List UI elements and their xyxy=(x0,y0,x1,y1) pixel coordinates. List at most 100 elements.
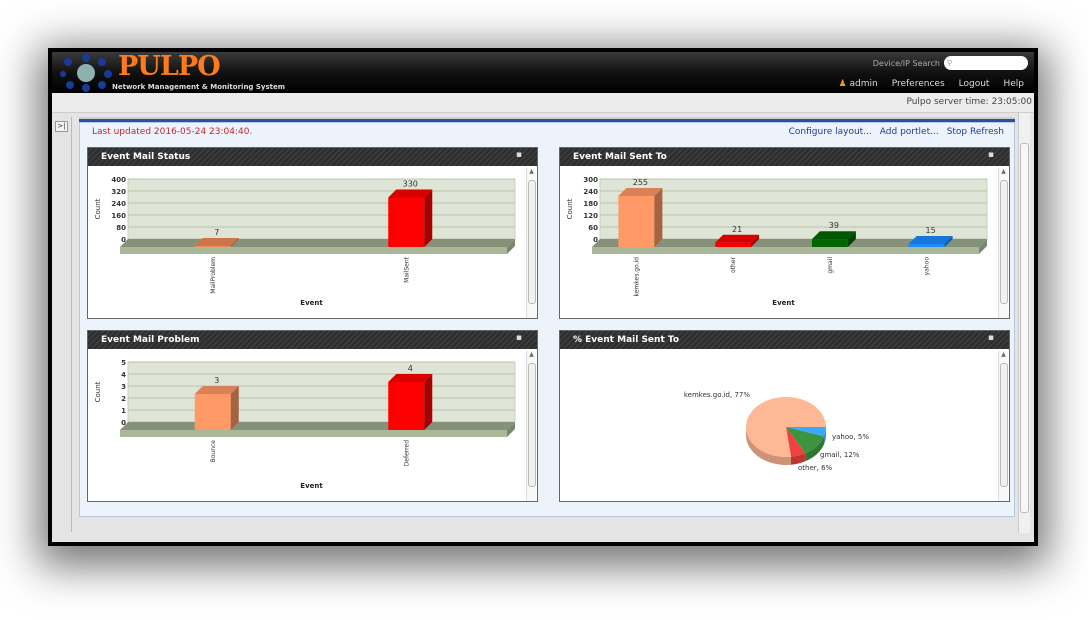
user-nav: ♟ admin Preferences Logout Help xyxy=(839,79,1024,90)
search-icon: ⚲ xyxy=(947,59,953,67)
pie-label: kemkes.go.id, 77% xyxy=(684,391,750,399)
chart-floor-side xyxy=(507,422,515,437)
bar-top xyxy=(194,237,239,246)
configure-layout-link[interactable]: Configure layout... xyxy=(788,127,872,137)
bar-chart: 0 1 2 3 4 5 Count Event 3 Bounce 4 Deferred xyxy=(94,359,516,490)
brand-name: PULPO xyxy=(118,51,221,82)
bar-top xyxy=(194,386,239,394)
chart-floor-top xyxy=(120,239,515,247)
pulpo-logo-icon xyxy=(60,54,112,92)
pie-label: gmail, 12% xyxy=(820,451,860,459)
dashboard-links: Configure layout... Add portlet... Stop … xyxy=(789,127,1004,137)
server-time: Pulpo server time: 23:05:00 xyxy=(906,97,1032,107)
y-tick-label: 240 xyxy=(583,188,598,196)
bar xyxy=(618,196,655,247)
pie-slice-side xyxy=(746,427,792,465)
data-label: 39 xyxy=(829,221,839,230)
y-tick-label: 120 xyxy=(583,212,598,220)
bar-side xyxy=(944,236,953,247)
data-label: 330 xyxy=(403,180,418,189)
x-tick-label: Bounce xyxy=(210,440,217,463)
y-tick-label: 4 xyxy=(121,371,126,379)
brand-subtitle: Network Management & Monitoring System xyxy=(112,83,286,91)
portlet-header[interactable]: % Event Mail Sent To ▪ xyxy=(560,331,1009,349)
portlet-scrollbar[interactable]: ▲ xyxy=(998,168,1008,318)
portlet-menu-icon[interactable]: ▪ xyxy=(515,150,522,160)
bar-side xyxy=(847,231,856,247)
page-scrollbar[interactable] xyxy=(1018,113,1030,533)
data-label: 15 xyxy=(926,226,936,235)
y-tick-label: 400 xyxy=(111,176,126,184)
y-tick-label: 1 xyxy=(121,407,126,415)
chart-floor-side xyxy=(507,239,515,254)
help-link[interactable]: Help xyxy=(1003,79,1024,89)
x-tick-label: other xyxy=(730,256,737,273)
plot-background xyxy=(599,178,988,240)
bar-side xyxy=(230,237,239,247)
portlet-scrollbar[interactable]: ▲ xyxy=(526,168,536,318)
toolbar: Pulpo server time: 23:05:00 xyxy=(52,93,1034,113)
pie-slice xyxy=(786,427,806,457)
bar-top xyxy=(908,236,953,244)
chart-floor-side xyxy=(979,239,987,254)
portlet-title: Event Mail Sent To xyxy=(573,152,667,162)
pie-slice xyxy=(746,397,826,457)
portlet-menu-icon[interactable]: ▪ xyxy=(515,333,522,343)
bar-side xyxy=(424,189,433,247)
logout-link[interactable]: Logout xyxy=(958,79,990,89)
portlet-header[interactable]: Event Mail Status ▪ xyxy=(88,148,537,166)
bar-chart: 0 60 120 180 240 300 Count Event 255 kemkes.go.id… xyxy=(566,176,988,307)
y-tick-label: 0 xyxy=(121,419,126,427)
bar-top xyxy=(811,231,856,240)
x-tick-label: kemkes.go.id xyxy=(633,257,640,297)
bar-top xyxy=(715,234,760,243)
portlet-scrollbar[interactable]: ▲ xyxy=(998,351,1008,501)
pie-label: other, 6% xyxy=(798,464,833,472)
add-portlet-link[interactable]: Add portlet... xyxy=(879,127,939,137)
pie-slice xyxy=(786,427,825,454)
stop-refresh-link[interactable]: Stop Refresh xyxy=(946,127,1004,137)
chart-floor-front xyxy=(120,430,507,437)
pie-slice-side xyxy=(791,453,806,465)
plot-background xyxy=(127,178,516,240)
y-tick-label: 2 xyxy=(121,395,126,403)
portlet-title: % Event Mail Sent To xyxy=(573,335,680,345)
y-tick-label: 0 xyxy=(121,236,126,244)
portlet-header[interactable]: Event Mail Sent To ▪ xyxy=(560,148,1009,166)
bar-top xyxy=(388,189,433,198)
y-tick-label: 180 xyxy=(583,200,598,208)
portlet-pct-event-mail-sent-to: % Event Mail Sent To ▪ yahoo, 5% gmail, 12… xyxy=(559,330,1010,502)
portlet-menu-icon[interactable]: ▪ xyxy=(987,150,994,160)
data-label: 21 xyxy=(732,225,742,234)
x-tick-label: MailSent xyxy=(403,256,410,282)
user-icon: ♟ xyxy=(838,79,847,89)
y-tick-label: 160 xyxy=(111,212,126,220)
device-ip-search-input[interactable] xyxy=(956,57,1028,69)
data-label: 3 xyxy=(214,376,219,385)
sidebar-toggle-button[interactable]: >| xyxy=(55,121,68,132)
portlet-menu-icon[interactable]: ▪ xyxy=(987,333,994,343)
data-label: 255 xyxy=(633,178,648,187)
plot-background xyxy=(127,361,516,423)
y-tick-label: 0 xyxy=(593,236,598,244)
portlet-scrollbar[interactable]: ▲ xyxy=(526,351,536,501)
data-label: 7 xyxy=(214,228,219,237)
portlet-event-mail-sent-to: Event Mail Sent To ▪ 0 60 120 180 240 300 Count… xyxy=(559,147,1010,319)
y-tick-label: 5 xyxy=(121,359,126,367)
chart-floor-top xyxy=(120,422,515,430)
sidebar xyxy=(52,117,72,532)
portlet-title: Event Mail Status xyxy=(101,152,191,162)
chart-floor-front xyxy=(120,247,507,254)
bar-side xyxy=(424,374,433,430)
bar-side xyxy=(230,386,239,430)
bar xyxy=(908,244,945,247)
user-menu[interactable]: ♟ admin xyxy=(839,79,878,90)
app-header: PULPO Network Management & Monitoring Sy… xyxy=(52,52,1034,93)
preferences-link[interactable]: Preferences xyxy=(891,79,945,89)
tab-strip[interactable] xyxy=(79,117,1015,122)
bar xyxy=(194,245,231,247)
data-label: 4 xyxy=(408,364,413,373)
portlet-header[interactable]: Event Mail Problem ▪ xyxy=(88,331,537,349)
bar-side xyxy=(654,188,663,247)
y-tick-label: 320 xyxy=(111,188,126,196)
